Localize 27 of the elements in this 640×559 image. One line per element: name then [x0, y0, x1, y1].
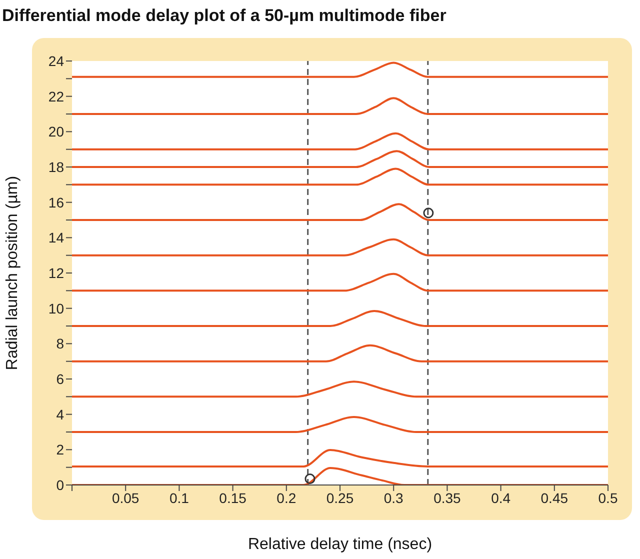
x-tick-label: 0.1: [169, 490, 190, 506]
y-tick-label: 8: [56, 336, 64, 352]
x-tick-label: 0.35: [434, 490, 462, 506]
y-tick-label: 2: [56, 442, 64, 458]
line-series: [72, 449, 608, 468]
y-tick-label: 18: [48, 158, 64, 175]
y-tick-label: 6: [56, 370, 64, 387]
y-tick-label: 20: [48, 124, 64, 140]
y-tick-label: 12: [48, 264, 64, 281]
y-tick-label: 24: [48, 52, 64, 69]
y-tick-label: 4: [56, 406, 64, 422]
x-tick-label: 0.45: [540, 490, 568, 506]
x-tick-label: 0.4: [491, 490, 511, 506]
y-tick-label: 10: [48, 300, 64, 316]
y-axis-title: Radial launch position (µm): [4, 176, 22, 370]
y-tick-label: 0: [56, 476, 64, 493]
x-tick-label: 0.2: [276, 490, 296, 506]
x-tick-label: 0.15: [219, 490, 247, 506]
y-tick-label: 16: [48, 194, 64, 210]
x-tick-label: 0.3: [384, 490, 404, 506]
y-tick-label: 14: [48, 230, 64, 246]
x-axis-title: Relative delay time (nsec): [248, 536, 432, 554]
x-tick-label: 0.05: [112, 490, 140, 506]
x-tick-label: 0.25: [326, 490, 354, 506]
chart-title: Differential mode delay plot of a 50-µm multimode fiber: [2, 6, 446, 26]
y-tick-label: 22: [48, 88, 64, 104]
x-tick-label: 0.5: [598, 490, 618, 506]
